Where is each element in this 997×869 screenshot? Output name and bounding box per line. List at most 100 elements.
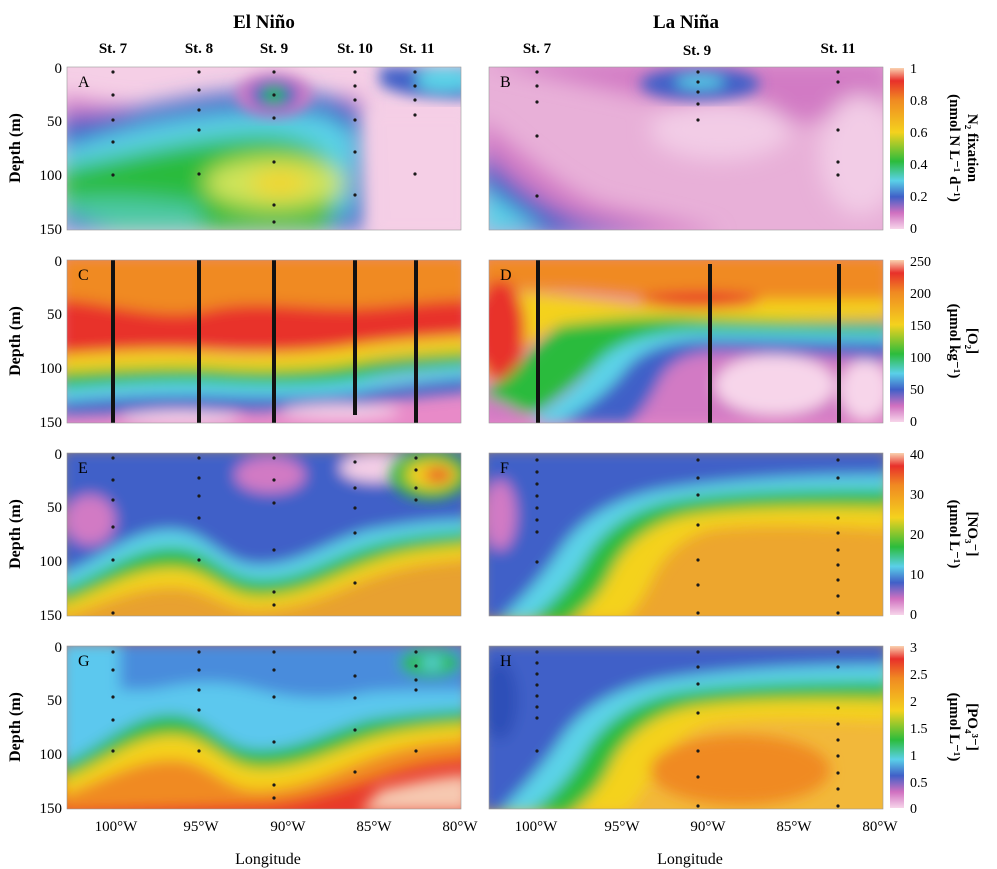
lon-tick: 80°W xyxy=(862,819,898,835)
colorbar-tick: 200 xyxy=(910,287,931,302)
lon-axis-left: 100°W 95°W 90°W 85°W 80°W xyxy=(95,819,479,835)
colorbar-tick: 40 xyxy=(910,448,924,463)
panel-d-o2-la-nina xyxy=(489,260,883,423)
colorbar-label: [NO₃⁻] xyxy=(964,512,980,557)
lon-tick: 90°W xyxy=(690,819,726,835)
colorbar-tick: 0 xyxy=(910,415,917,430)
panel-b-n2-la-nina xyxy=(489,67,883,230)
depth-tick: 0 xyxy=(55,254,63,270)
colorbar-label: (μmol kg⁻¹) xyxy=(946,304,962,379)
x-axis-label: Longitude xyxy=(657,851,723,868)
colorbar-o2: 250 200 150 100 50 0 [O₂] (μmol kg⁻¹) xyxy=(890,255,980,430)
colorbar-po4: 3 2.5 2 1.5 1 0.5 0 [PO₄³⁻] (μmol L⁻¹) xyxy=(890,641,980,817)
colorbar-tick: 0 xyxy=(910,608,917,623)
colorbar-label: [PO₄³⁻] xyxy=(964,703,980,751)
lon-tick: 85°W xyxy=(776,819,812,835)
station-label: St. 8 xyxy=(185,41,213,57)
panel-letter: G xyxy=(78,653,90,670)
lon-tick: 95°W xyxy=(183,819,219,835)
colorbar-label: N₂ fixation xyxy=(964,114,980,183)
depth-tick: 50 xyxy=(47,307,62,323)
colorbar-tick: 50 xyxy=(910,383,924,398)
lon-tick: 95°W xyxy=(604,819,640,835)
y-axis-label: Depth (m) xyxy=(7,499,24,569)
depth-tick: 150 xyxy=(40,222,63,238)
station-label: St. 7 xyxy=(99,41,128,57)
colorbar-tick: 0.4 xyxy=(910,158,928,173)
el-nino-title: El Niño xyxy=(233,12,295,33)
la-nina-title: La Niña xyxy=(653,12,719,33)
depth-tick: 50 xyxy=(47,500,62,516)
station-label: St. 11 xyxy=(820,41,855,57)
station-label: St. 11 xyxy=(399,41,434,57)
depth-tick: 50 xyxy=(47,114,62,130)
colorbar-tick: 0.2 xyxy=(910,190,928,205)
colorbar-label: (μmol L⁻¹) xyxy=(946,500,962,569)
panel-letter: H xyxy=(500,653,512,670)
y-axis-label: Depth (m) xyxy=(7,692,24,762)
depth-axis-row-1: 0 50 100 150 xyxy=(40,61,63,238)
depth-tick: 0 xyxy=(55,640,63,656)
panel-letter: D xyxy=(500,267,512,284)
colorbar-tick: 1 xyxy=(910,62,917,77)
colorbar-tick: 3 xyxy=(910,641,917,656)
colorbar-tick: 1.5 xyxy=(910,722,928,737)
panel-a-n2-el-nino xyxy=(67,67,461,230)
depth-tick: 150 xyxy=(40,415,63,431)
lon-tick: 90°W xyxy=(270,819,306,835)
lon-tick: 85°W xyxy=(356,819,392,835)
panel-g-po4-el-nino xyxy=(67,646,461,809)
panel-h-po4-la-nina xyxy=(489,646,883,809)
colorbar-tick: 10 xyxy=(910,568,924,583)
depth-axis-row-3: 0 50 100 150 xyxy=(40,447,63,624)
colorbar-tick: 2.5 xyxy=(910,668,928,683)
colorbar-tick: 0.8 xyxy=(910,94,928,109)
depth-tick: 100 xyxy=(40,168,63,184)
colorbar-label: (μmol L⁻¹) xyxy=(946,693,962,762)
panel-letter: B xyxy=(500,74,511,91)
panel-f-no3-la-nina xyxy=(489,453,883,616)
depth-tick: 100 xyxy=(40,361,63,377)
depth-tick: 50 xyxy=(47,693,62,709)
station-label: St. 9 xyxy=(683,43,711,59)
x-axis-label: Longitude xyxy=(235,851,301,868)
colorbar-tick: 20 xyxy=(910,528,924,543)
lon-tick: 100°W xyxy=(515,819,558,835)
lon-tick: 80°W xyxy=(442,819,478,835)
station-label: St. 9 xyxy=(260,41,288,57)
panel-letter: A xyxy=(78,74,90,91)
panel-letter: F xyxy=(500,460,509,477)
colorbar-tick: 0 xyxy=(910,802,917,817)
station-label: St. 7 xyxy=(523,41,552,57)
station-label: St. 10 xyxy=(337,41,373,57)
colorbar-tick: 1 xyxy=(910,749,917,764)
colorbar-tick: 2 xyxy=(910,695,917,710)
panel-letter: C xyxy=(78,267,89,284)
depth-tick: 0 xyxy=(55,61,63,77)
depth-tick: 100 xyxy=(40,554,63,570)
depth-axis-row-2: 0 50 100 150 xyxy=(40,254,63,431)
depth-tick: 150 xyxy=(40,608,63,624)
y-axis-label: Depth (m) xyxy=(7,113,24,183)
colorbar-tick: 150 xyxy=(910,319,931,334)
panel-letter: E xyxy=(78,460,88,477)
lon-tick: 100°W xyxy=(95,819,138,835)
colorbar-tick: 0 xyxy=(910,222,917,237)
colorbar-tick: 0.5 xyxy=(910,776,928,791)
panel-e-no3-el-nino xyxy=(67,453,461,616)
colorbar-n2: 1 0.8 0.6 0.4 0.2 0 N₂ fixation (nmol N … xyxy=(890,62,980,237)
colorbar-no3: 40 30 20 10 0 [NO₃⁻] (μmol L⁻¹) xyxy=(890,448,980,623)
colorbar-label: [O₂] xyxy=(964,328,980,354)
depth-tick: 150 xyxy=(40,801,63,817)
colorbar-tick: 30 xyxy=(910,488,924,503)
depth-tick: 100 xyxy=(40,747,63,763)
depth-axis-row-4: 0 50 100 150 xyxy=(40,640,63,817)
panel-c-o2-el-nino xyxy=(67,260,461,423)
lon-axis-right: 100°W 95°W 90°W 85°W 80°W xyxy=(515,819,899,835)
y-axis-label: Depth (m) xyxy=(7,306,24,376)
colorbar-tick: 0.6 xyxy=(910,126,928,141)
colorbar-tick: 100 xyxy=(910,351,931,366)
colorbar-label: (nmol N L⁻¹ d⁻¹) xyxy=(946,94,962,202)
depth-tick: 0 xyxy=(55,447,63,463)
